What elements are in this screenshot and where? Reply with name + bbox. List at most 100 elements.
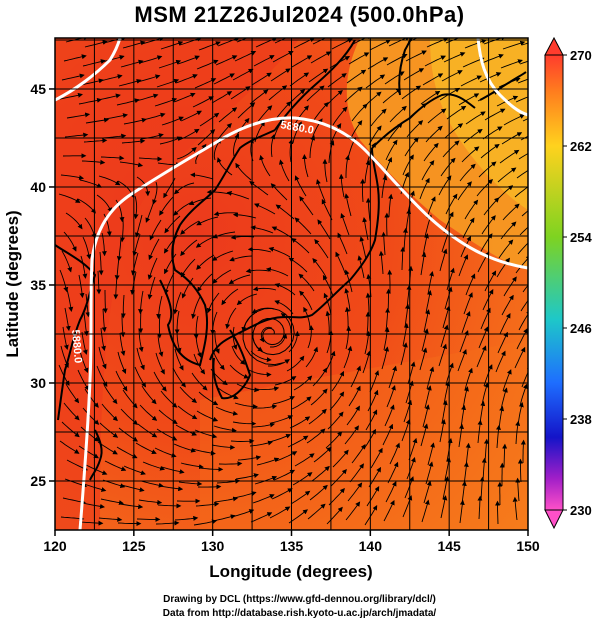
china-coast xyxy=(55,244,97,421)
wind-streamline xyxy=(351,443,366,464)
wind-streamline xyxy=(331,38,353,50)
wind-streamline xyxy=(101,308,107,333)
wind-streamline xyxy=(460,235,471,258)
wind-streamline xyxy=(497,331,508,354)
wind-streamline xyxy=(65,383,80,404)
wind-streamline xyxy=(141,385,157,405)
wind-streamline xyxy=(158,59,182,69)
wind-streamline xyxy=(387,461,399,484)
wind-streamline xyxy=(226,190,250,200)
wind-streamline xyxy=(188,197,212,206)
wind-streamline xyxy=(101,55,125,63)
wind-streamline xyxy=(367,57,389,70)
wind-streamline xyxy=(520,299,528,312)
wind-streamline xyxy=(102,290,108,314)
wind-streamline xyxy=(520,439,526,463)
wind-streamline xyxy=(499,149,520,164)
wind-streamline xyxy=(58,193,81,203)
wind-streamline xyxy=(322,158,328,183)
wind-streamline xyxy=(79,350,89,374)
wind-streamline xyxy=(175,424,198,436)
wind-streamline xyxy=(517,458,523,483)
wind-streamline xyxy=(382,423,394,446)
wind-streamline xyxy=(159,196,174,216)
wind-streamline xyxy=(216,157,233,176)
wind-streamline xyxy=(368,466,381,488)
wind-streamline xyxy=(272,396,296,405)
wind-streamline xyxy=(66,112,91,119)
wind-streamline xyxy=(478,326,489,349)
x-tick-label: 130 xyxy=(201,538,225,554)
wind-streamline xyxy=(97,93,121,101)
wind-streamline xyxy=(444,123,464,139)
wind-streamline xyxy=(420,90,441,105)
wind-streamline xyxy=(350,365,361,388)
wind-streamline xyxy=(176,147,197,160)
wind-streamline xyxy=(519,226,528,236)
wind-streamline xyxy=(153,371,167,392)
wind-streamline xyxy=(271,488,293,500)
wind-streamline xyxy=(478,161,497,178)
wind-streamline xyxy=(385,480,397,503)
wind-streamline xyxy=(77,198,96,214)
wind-streamline xyxy=(230,234,255,240)
wind-streamline xyxy=(64,307,71,332)
wind-streamline xyxy=(232,326,238,350)
wind-streamline xyxy=(291,55,313,68)
wind-streamline xyxy=(133,195,139,220)
wind-streamline xyxy=(132,233,141,257)
wind-streamline xyxy=(464,38,487,49)
wind-streamline xyxy=(104,113,128,120)
wind-streamline xyxy=(299,195,314,216)
y-tick-label: 25 xyxy=(30,473,46,489)
wind-streamline xyxy=(521,42,528,46)
wind-streamline xyxy=(419,347,428,371)
wind-streamline xyxy=(159,485,184,492)
wind-streamline xyxy=(518,153,528,160)
wind-streamline xyxy=(340,212,350,236)
wind-streamline xyxy=(225,307,237,330)
wind-streamline xyxy=(268,85,288,101)
wind-streamline xyxy=(425,461,434,485)
wind-streamline xyxy=(299,290,313,311)
wind-streamline xyxy=(116,446,138,459)
wind-streamline xyxy=(250,512,273,523)
wind-streamline xyxy=(440,157,456,177)
colorbar-ticks: 270 262 254 246 238 230 xyxy=(563,48,592,518)
taiwan-coast xyxy=(89,429,103,481)
wind-streamline xyxy=(255,38,278,48)
wind-streamline xyxy=(231,345,246,365)
wind-streamline xyxy=(516,328,528,350)
wind-streamline xyxy=(294,453,315,467)
wind-streamline xyxy=(82,59,106,67)
streamlines xyxy=(58,38,528,527)
wind-streamline xyxy=(298,273,315,292)
wind-streamline xyxy=(316,179,326,202)
wind-streamline xyxy=(500,59,523,69)
wind-streamline xyxy=(211,91,233,104)
wind-streamline xyxy=(269,506,291,519)
wind-streamline xyxy=(517,242,528,255)
wind-streamline xyxy=(311,465,330,482)
wind-streamline xyxy=(61,421,80,438)
wind-streamline xyxy=(173,443,197,453)
wind-streamline xyxy=(422,73,444,86)
wind-streamline xyxy=(196,59,219,70)
wind-streamline xyxy=(400,342,408,366)
wind-streamline xyxy=(159,136,183,145)
wind-streamline xyxy=(349,463,364,483)
x-tick-label: 135 xyxy=(280,538,304,554)
wind-streamline xyxy=(137,74,161,83)
wind-streamline xyxy=(459,163,476,182)
wind-streamline xyxy=(234,402,258,410)
wind-streamline xyxy=(138,499,163,505)
wind-streamline xyxy=(344,154,350,178)
wind-streamline xyxy=(157,333,164,357)
wind-streamline xyxy=(389,442,400,465)
wind-streamline xyxy=(80,255,88,279)
wind-streamline xyxy=(232,68,254,81)
wind-streamline xyxy=(521,365,528,388)
wind-streamline xyxy=(364,330,371,355)
weather-map-figure: 5880.0 5880.0 120 125 130 135 140 145 150 25 30… xyxy=(3,36,592,581)
wind-streamline xyxy=(62,326,69,350)
